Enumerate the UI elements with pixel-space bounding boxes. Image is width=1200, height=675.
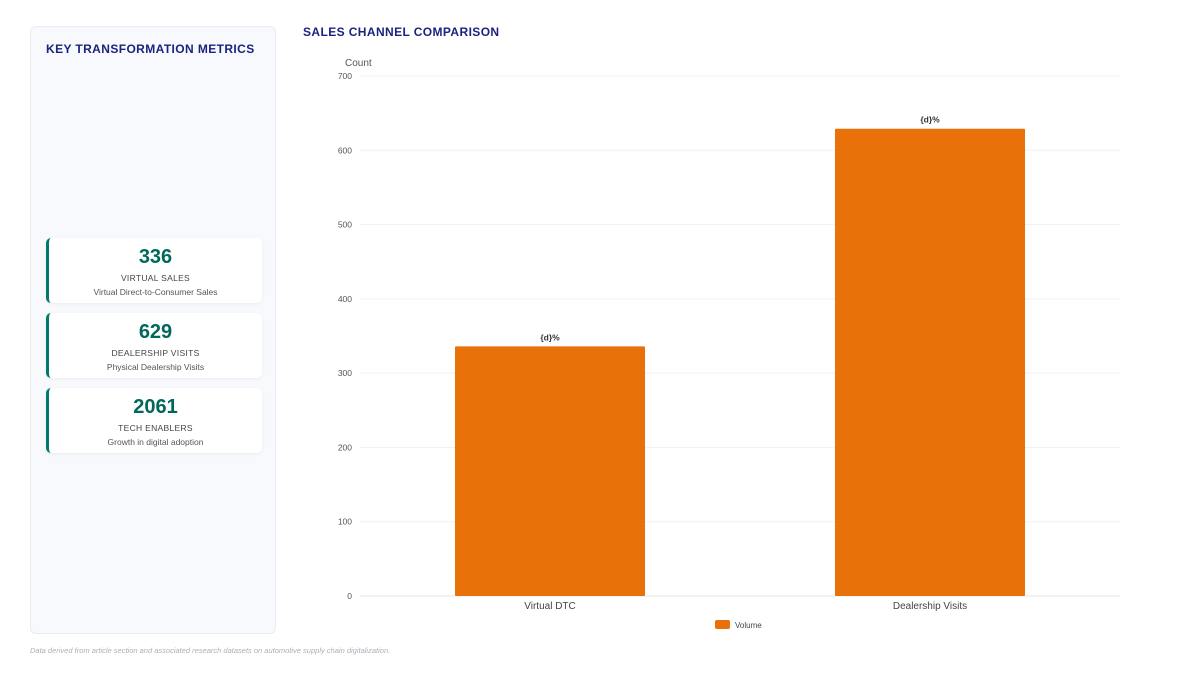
y-tick-label: 300	[338, 368, 352, 378]
metric-description: Growth in digital adoption	[107, 437, 204, 447]
y-axis-title: Count	[345, 58, 372, 69]
y-tick-label: 700	[338, 71, 352, 81]
legend-swatch	[715, 620, 730, 629]
y-tick-label: 0	[347, 591, 352, 601]
y-tick-label: 200	[338, 442, 352, 452]
y-tick-label: 600	[338, 145, 352, 155]
y-tick-label: 500	[338, 220, 352, 230]
metrics-panel: KEY TRANSFORMATION METRICS 336 VIRTUAL S…	[30, 26, 276, 634]
y-tick-label: 400	[338, 294, 352, 304]
sales-channel-bar-chart: 0 100 200 300 400 500 600 700 Count {d}% Virtual D…	[338, 58, 1120, 630]
metric-description: Virtual Direct-to-Consumer Sales	[93, 287, 218, 297]
metric-card-list: 336 VIRTUAL SALES Virtual Direct-to-Cons…	[46, 238, 262, 463]
bar-data-label: {d}%	[540, 332, 560, 342]
metric-label: DEALERSHIP VISITS	[111, 348, 200, 358]
bar-dealership-visits	[835, 128, 1025, 596]
x-tick-label: Dealership Visits	[893, 601, 967, 612]
legend-label: Volume	[735, 621, 762, 630]
metrics-panel-title: KEY TRANSFORMATION METRICS	[46, 42, 255, 56]
metric-card-virtual-sales: 336 VIRTUAL SALES Virtual Direct-to-Cons…	[46, 238, 262, 303]
metric-card-dealership-visits: 629 DEALERSHIP VISITS Physical Dealershi…	[46, 313, 262, 378]
bar-data-label: {d}%	[920, 115, 940, 125]
metric-card-tech-enablers: 2061 TECH ENABLERS Growth in digital ado…	[46, 388, 262, 453]
footnote: Data derived from article section and as…	[30, 646, 391, 655]
metric-description: Physical Dealership Visits	[106, 362, 205, 372]
bar-virtual-dtc	[455, 346, 645, 596]
y-tick-label: 100	[338, 517, 352, 527]
metric-label: TECH ENABLERS	[118, 423, 193, 433]
metric-label: VIRTUAL SALES	[120, 273, 191, 283]
metric-value: 629	[138, 321, 173, 343]
metric-value: 336	[138, 246, 173, 268]
chart-title: SALES CHANNEL COMPARISON	[303, 25, 500, 39]
x-tick-label: Virtual DTC	[524, 601, 576, 612]
metric-value: 2061	[133, 396, 178, 418]
